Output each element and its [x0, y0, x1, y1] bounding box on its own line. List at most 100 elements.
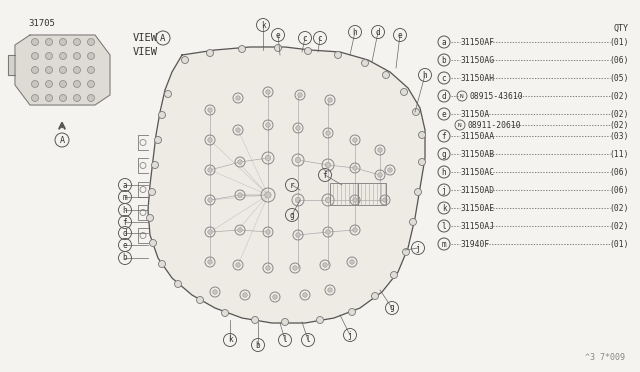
Text: l: l — [283, 336, 287, 344]
Circle shape — [305, 48, 312, 55]
Circle shape — [196, 296, 204, 304]
Text: N: N — [458, 122, 462, 128]
Circle shape — [60, 52, 67, 60]
Text: a: a — [123, 180, 127, 189]
Circle shape — [148, 189, 156, 196]
Circle shape — [150, 240, 157, 247]
Text: e: e — [397, 31, 403, 39]
Circle shape — [45, 94, 52, 102]
Polygon shape — [148, 47, 425, 323]
Circle shape — [31, 80, 38, 87]
Text: k: k — [228, 336, 232, 344]
Circle shape — [159, 260, 166, 267]
Circle shape — [266, 155, 271, 161]
Circle shape — [349, 308, 355, 315]
Circle shape — [74, 67, 81, 74]
Text: (02): (02) — [609, 109, 629, 119]
Circle shape — [266, 230, 270, 234]
Circle shape — [419, 158, 426, 166]
Circle shape — [415, 189, 422, 196]
Text: (02): (02) — [609, 221, 629, 231]
Circle shape — [296, 126, 300, 130]
Circle shape — [413, 109, 419, 115]
Circle shape — [74, 38, 81, 45]
Text: QTY: QTY — [613, 23, 628, 32]
Text: c: c — [442, 74, 446, 83]
Circle shape — [349, 260, 355, 264]
Text: j: j — [442, 186, 446, 195]
Text: h: h — [442, 167, 446, 176]
Circle shape — [371, 292, 378, 299]
Circle shape — [175, 280, 182, 288]
Text: 31150AG: 31150AG — [461, 55, 495, 64]
Text: f: f — [442, 131, 446, 141]
Circle shape — [383, 71, 390, 78]
Circle shape — [164, 90, 172, 97]
Circle shape — [154, 137, 161, 144]
Text: 31150AD: 31150AD — [461, 186, 495, 195]
Text: j: j — [348, 330, 352, 340]
Circle shape — [88, 94, 95, 102]
Text: (06): (06) — [609, 167, 629, 176]
Text: N: N — [460, 93, 464, 99]
Text: l: l — [442, 221, 446, 231]
Circle shape — [208, 260, 212, 264]
Circle shape — [353, 198, 357, 202]
Circle shape — [88, 38, 95, 45]
Circle shape — [325, 197, 331, 203]
Circle shape — [152, 161, 159, 169]
Text: (02): (02) — [609, 203, 629, 212]
Text: 31150A: 31150A — [461, 109, 490, 119]
Text: r: r — [290, 180, 294, 189]
Circle shape — [212, 290, 217, 294]
Text: (06): (06) — [609, 55, 629, 64]
Circle shape — [74, 80, 81, 87]
Text: (06): (06) — [609, 186, 629, 195]
Circle shape — [88, 52, 95, 60]
Circle shape — [323, 263, 327, 267]
Text: 31150AF: 31150AF — [461, 38, 495, 46]
Text: d: d — [123, 228, 127, 237]
Circle shape — [31, 52, 38, 60]
Text: j: j — [416, 244, 420, 253]
Circle shape — [208, 168, 212, 172]
Circle shape — [208, 138, 212, 142]
Circle shape — [60, 67, 67, 74]
Circle shape — [328, 98, 332, 102]
Circle shape — [419, 131, 426, 138]
Text: 08915-43610: 08915-43610 — [469, 92, 523, 100]
Text: 31705: 31705 — [28, 19, 55, 28]
Text: 31150AB: 31150AB — [461, 150, 495, 158]
Circle shape — [326, 131, 330, 135]
Text: (02): (02) — [609, 121, 629, 129]
Text: m: m — [442, 240, 446, 248]
Circle shape — [325, 162, 331, 168]
Circle shape — [207, 49, 214, 57]
Circle shape — [88, 80, 95, 87]
Circle shape — [237, 193, 243, 197]
Text: (11): (11) — [609, 150, 629, 158]
Text: A: A — [60, 135, 65, 144]
Circle shape — [353, 138, 357, 142]
Circle shape — [295, 157, 301, 163]
Circle shape — [237, 228, 243, 232]
Text: d: d — [442, 92, 446, 100]
Text: 31150AH: 31150AH — [461, 74, 495, 83]
Text: a: a — [442, 38, 446, 46]
Circle shape — [265, 192, 271, 198]
Text: e: e — [442, 109, 446, 119]
Text: e: e — [123, 241, 127, 250]
Circle shape — [266, 266, 270, 270]
Circle shape — [296, 233, 300, 237]
Text: e: e — [276, 31, 280, 39]
Circle shape — [208, 108, 212, 112]
Text: f: f — [123, 218, 127, 227]
Text: h: h — [422, 71, 428, 80]
Circle shape — [266, 123, 270, 127]
Circle shape — [273, 295, 277, 299]
Circle shape — [383, 198, 387, 202]
Circle shape — [353, 166, 357, 170]
Circle shape — [335, 51, 342, 58]
Text: VIEW: VIEW — [133, 47, 158, 57]
Text: c: c — [303, 33, 307, 42]
